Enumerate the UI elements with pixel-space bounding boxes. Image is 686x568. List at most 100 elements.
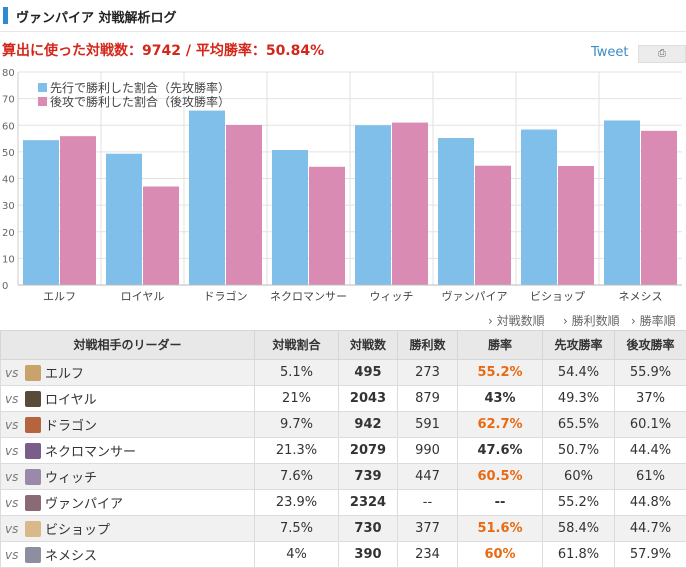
rate-cell: 60.5% — [458, 464, 543, 490]
y-tick-label: 60 — [2, 121, 15, 132]
first-rate-cell: 58.4% — [543, 516, 615, 542]
bar-series-2 — [60, 136, 96, 285]
second-rate-cell: 44.8% — [615, 490, 686, 516]
first-rate-cell: 61.8% — [543, 542, 615, 568]
vampire-leader-icon — [25, 495, 41, 511]
leader-name[interactable]: ネメシス — [45, 549, 97, 564]
vs-label: vs — [1, 522, 25, 536]
rate-cell: 60% — [458, 542, 543, 568]
second-rate-cell: 55.9% — [615, 360, 686, 386]
share-icon: ⎙ — [658, 48, 666, 59]
leader-name[interactable]: ドラゴン — [45, 419, 97, 434]
wins-cell: 447 — [398, 464, 458, 490]
col-header-wins[interactable]: 勝利数 — [398, 331, 458, 360]
wins-cell: 879 — [398, 386, 458, 412]
share-cell: 21.3% — [255, 438, 339, 464]
second-rate-cell: 57.9% — [615, 542, 686, 568]
y-tick-label: 0 — [2, 281, 8, 292]
games-cell: 2324 — [339, 490, 398, 516]
witch-leader-icon — [25, 469, 41, 485]
second-rate-cell: 44.4% — [615, 438, 686, 464]
sort-by-rate-link[interactable]: › 勝率順 — [631, 312, 676, 329]
bar-series-1 — [438, 138, 474, 285]
rate-cell: 47.6% — [458, 438, 543, 464]
leader-name[interactable]: ロイヤル — [45, 393, 97, 408]
games-cell: 2043 — [339, 386, 398, 412]
games-cell: 730 — [339, 516, 398, 542]
bar-series-1 — [106, 154, 142, 285]
wins-cell: 591 — [398, 412, 458, 438]
rate-cell: -- — [458, 490, 543, 516]
share-cell: 5.1% — [255, 360, 339, 386]
rate-cell: 51.6% — [458, 516, 543, 542]
leader-name[interactable]: エルフ — [45, 367, 84, 382]
share-button[interactable]: ⎙ — [638, 45, 686, 63]
page-title: ヴァンパイア 対戦解析ログ — [16, 7, 177, 26]
first-rate-cell: 50.7% — [543, 438, 615, 464]
games-cell: 739 — [339, 464, 398, 490]
col-header-rate[interactable]: 勝率 — [458, 331, 543, 360]
leader-cell: vs ドラゴン — [1, 412, 255, 438]
x-tick-label: ネメシス — [619, 290, 663, 303]
legend-swatch — [38, 83, 47, 92]
x-tick-label: ネクロマンサー — [270, 290, 347, 303]
sort-links: › 対戦数順 › 勝利数順 › 勝率順 — [0, 309, 686, 329]
elf-leader-icon — [25, 365, 41, 381]
leader-name[interactable]: ビショップ — [45, 523, 110, 538]
col-header-first-rate[interactable]: 先攻勝率 — [543, 331, 615, 360]
header-accent-bar — [3, 7, 8, 24]
vs-label: vs — [1, 392, 25, 406]
wins-cell: 234 — [398, 542, 458, 568]
games-cell: 2079 — [339, 438, 398, 464]
legend-label: 先行で勝利した割合（先攻勝率） — [50, 80, 230, 95]
x-tick-label: エルフ — [43, 290, 76, 303]
first-rate-cell: 54.4% — [543, 360, 615, 386]
col-header-share[interactable]: 対戦割合 — [255, 331, 339, 360]
nemesis-leader-icon — [25, 547, 41, 563]
royal-leader-icon — [25, 391, 41, 407]
share-cell: 23.9% — [255, 490, 339, 516]
leader-name[interactable]: ウィッチ — [45, 471, 97, 486]
leader-name[interactable]: ネクロマンサー — [45, 445, 136, 460]
bar-series-1 — [23, 140, 59, 285]
second-rate-cell: 37% — [615, 386, 686, 412]
tweet-button[interactable]: Tweet — [591, 45, 629, 60]
x-tick-label: ロイヤル — [121, 290, 165, 303]
bar-series-1 — [189, 111, 225, 285]
vs-label: vs — [1, 366, 25, 380]
x-tick-label: ビショップ — [530, 290, 585, 303]
y-tick-label: 30 — [2, 201, 15, 212]
x-tick-label: ウィッチ — [370, 290, 414, 303]
y-tick-label: 70 — [2, 95, 15, 106]
sort-by-games-link[interactable]: › 対戦数順 — [488, 312, 545, 329]
x-tick-label: ドラゴン — [204, 289, 248, 303]
leader-cell: vs ロイヤル — [1, 386, 255, 412]
y-tick-label: 10 — [2, 254, 15, 265]
sort-by-wins-link[interactable]: › 勝利数順 — [563, 312, 620, 329]
col-header-leader[interactable]: 対戦相手のリーダー — [1, 331, 255, 360]
rate-cell: 43% — [458, 386, 543, 412]
share-cell: 7.5% — [255, 516, 339, 542]
second-rate-cell: 61% — [615, 464, 686, 490]
second-rate-cell: 60.1% — [615, 412, 686, 438]
bar-series-2 — [143, 186, 179, 285]
y-tick-label: 80 — [2, 68, 15, 79]
leader-name[interactable]: ヴァンパイア — [45, 497, 123, 512]
col-header-second-rate[interactable]: 後攻勝率 — [615, 331, 686, 360]
games-cell: 495 — [339, 360, 398, 386]
col-header-games[interactable]: 対戦数 — [339, 331, 398, 360]
first-rate-cell: 55.2% — [543, 490, 615, 516]
win-rate-bar-chart: 01020304050607080エルフロイヤルドラゴンネクロマンサーウィッチヴ… — [0, 66, 686, 308]
necromancer-leader-icon — [25, 443, 41, 459]
wins-cell: 377 — [398, 516, 458, 542]
vs-label: vs — [1, 418, 25, 432]
rate-cell: 55.2% — [458, 360, 543, 386]
